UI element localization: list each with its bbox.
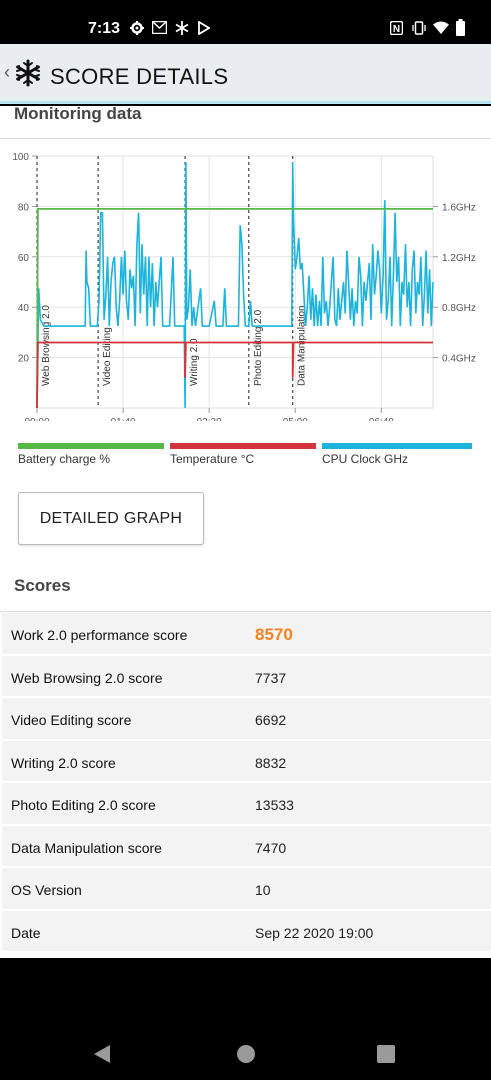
detailed-graph-button[interactable]: DETAILED GRAPH [18,492,204,545]
series-line [36,162,434,409]
settings-icon [130,21,144,35]
score-value: 8570 [255,625,293,644]
snowflake-icon [175,21,189,35]
legend-swatch [322,443,472,449]
score-label: Data Manipulation score [11,839,162,856]
scores-heading: Scores [14,576,71,595]
score-row: Photo Editing 2.0 score 13533 [2,783,491,826]
y-left-tick-label: 20 [18,354,30,365]
score-row: OS Version 10 [2,868,491,911]
play-store-icon [198,21,210,35]
y-right-tick-label: 0.4GHz [442,354,476,365]
segment-label: Video Editing [102,327,113,386]
legend-label: Temperature °C [170,452,255,466]
navigation-bar [0,958,491,1080]
x-tick-label: 03:20 [197,417,222,421]
score-label: Date [11,924,41,941]
segment-label: Photo Editing 2.0 [253,309,264,386]
status-bar: 7:13 N [0,0,491,44]
score-row: Writing 2.0 score 8832 [2,740,491,783]
app-bar: ‹ SCORE DETAILS [0,44,491,104]
segment-label: Writing 2.0 [189,338,200,386]
content-area: Monitoring data 100 80 60 40 20 00:00 01:40 03:… [0,106,491,958]
score-value: 10 [255,882,271,898]
score-value: 8832 [255,754,287,771]
chevron-left-icon[interactable]: ‹ [4,62,10,82]
y-left-tick-label: 80 [18,202,30,213]
y-left-tick-label: 40 [18,303,30,314]
gmail-icon [152,21,167,34]
divider [0,138,491,139]
score-row: Work 2.0 performance score 8570 [2,613,491,656]
divider [0,611,491,612]
score-label: OS Version [11,882,82,898]
vibrate-icon [412,21,426,35]
battery-icon [456,19,465,36]
y-right-tick-label: 0.8GHz [442,303,476,314]
score-row: Data Manipulation score 7470 [2,825,491,868]
score-label: Writing 2.0 score [11,754,116,771]
score-label: Video Editing score [11,712,132,728]
wifi-icon [433,21,449,34]
svg-text:N: N [393,24,400,35]
x-tick-label: 01:40 [111,417,136,421]
y-right-tick-label: 1.6GHz [442,202,476,213]
chart-legend: Battery charge % Temperature °C CPU Cloc… [0,443,491,473]
score-label: Web Browsing 2.0 score [11,669,163,686]
y-left-tick-label: 100 [12,152,29,163]
home-circle-icon[interactable] [236,1044,256,1064]
legend-swatch [18,443,164,449]
y-right-tick-label: 1.2GHz [442,253,476,264]
monitoring-chart: 100 80 60 40 20 00:00 01:40 03:20 05:00 06:40 1.6G… [12,152,476,421]
x-tick-label: 06:40 [369,417,394,421]
x-tick-label: 00:00 [24,417,49,421]
score-row: Video Editing score 6692 [2,698,491,741]
recents-square-icon[interactable] [377,1045,395,1063]
score-label: Work 2.0 performance score [11,627,188,643]
score-value: Sep 22 2020 19:00 [255,924,374,941]
y-left-tick-label: 60 [18,253,30,264]
nfc-icon: N [390,21,403,35]
score-label: Photo Editing 2.0 score [11,797,156,813]
legend-label: Battery charge % [18,452,111,466]
series-line [36,341,433,409]
score-value: 7737 [255,669,287,686]
page-title: SCORE DETAILS [50,64,229,89]
monitoring-heading: Monitoring data [14,106,142,123]
scores-table: Work 2.0 performance score 8570 Web Brow… [2,613,491,953]
score-value: 7470 [255,839,287,856]
status-time: 7:13 [88,20,121,37]
score-value: 6692 [255,712,287,728]
x-tick-label: 05:00 [283,417,308,421]
score-row: Date Sep 22 2020 19:00 [2,910,491,953]
segment-label: Web Browsing 2.0 [41,305,52,386]
back-triangle-icon[interactable] [92,1044,112,1064]
score-row: Web Browsing 2.0 score 7737 [2,655,491,698]
legend-swatch [170,443,316,449]
snowflake-logo-icon [16,59,40,87]
segment-label: Data Manipulation [297,305,308,386]
legend-label: CPU Clock GHz [322,452,409,466]
score-value: 13533 [255,797,294,813]
